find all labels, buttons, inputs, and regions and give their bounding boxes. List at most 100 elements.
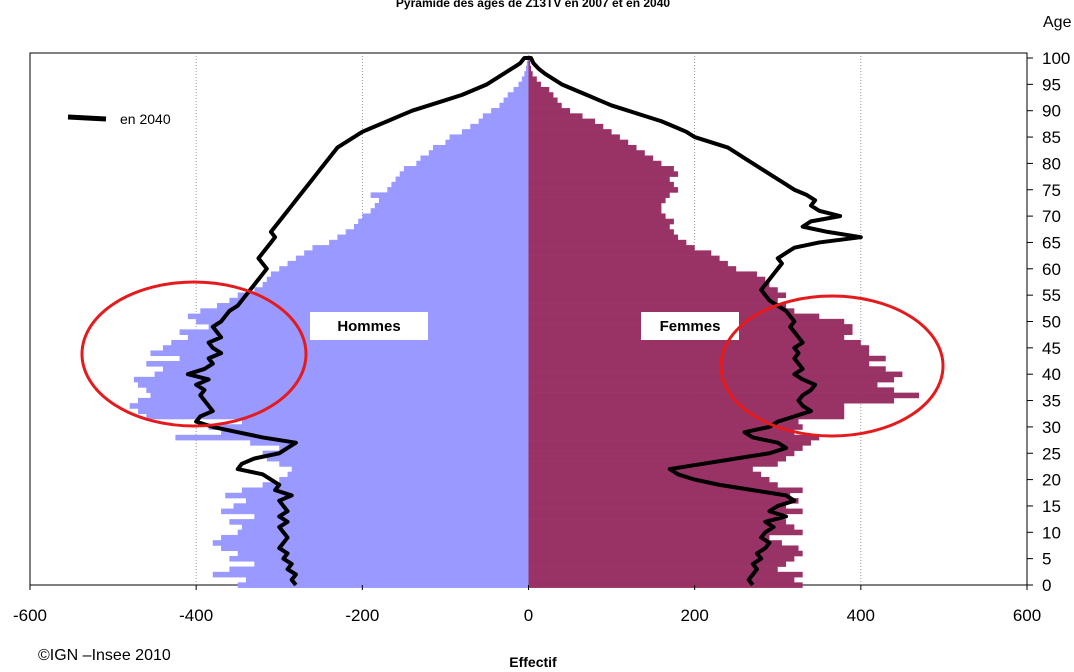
bar-women-35 <box>528 397 895 404</box>
bar-men-27 <box>250 440 529 446</box>
y-tick-label: 15 <box>1042 497 1061 516</box>
bar-men-86 <box>462 129 529 135</box>
bar-women-62 <box>528 255 720 262</box>
bar-men-31 <box>241 418 529 425</box>
bar-men-81 <box>420 155 529 162</box>
bar-men-83 <box>432 144 529 151</box>
bar-men-93 <box>507 92 529 98</box>
bar-women-23 <box>528 461 778 467</box>
bar-men-78 <box>399 171 529 177</box>
bar-men-96 <box>521 76 529 83</box>
bar-men-76 <box>391 181 529 188</box>
bar-men-16 <box>246 498 529 504</box>
bar-women-3 <box>528 566 778 573</box>
bar-men-2 <box>212 571 529 578</box>
bar-men-77 <box>395 176 529 183</box>
bar-women-85 <box>528 134 620 140</box>
bar-men-45 <box>162 345 529 351</box>
bar-women-45 <box>528 345 870 351</box>
effectif-axis-label: Effectif <box>509 654 557 670</box>
y-tick-label: 0 <box>1042 576 1051 595</box>
bar-men-34 <box>129 403 529 409</box>
bar-women-71 <box>528 208 662 214</box>
bar-men-52 <box>200 308 529 314</box>
bar-women-25 <box>528 450 795 457</box>
bar-women-16 <box>528 498 799 504</box>
bar-women-75 <box>528 187 679 193</box>
bar-women-36 <box>528 392 919 399</box>
bar-men-80 <box>416 160 529 167</box>
y-tick-label: 75 <box>1042 181 1061 200</box>
line-2040 <box>185 56 863 587</box>
bar-men-10 <box>237 529 529 536</box>
bar-women-77 <box>528 176 670 183</box>
chart-title: Pyramide des âges de Z13TV en 2007 et en… <box>396 0 670 10</box>
y-tick-label: 60 <box>1042 260 1061 279</box>
bar-men-88 <box>478 118 529 125</box>
bar-men-0 <box>237 582 529 588</box>
bar-women-57 <box>528 281 770 288</box>
bar-women-20 <box>528 476 770 483</box>
bar-women-24 <box>528 455 787 462</box>
credit-text: ©IGN –Insee 2010 <box>38 647 171 664</box>
bar-men-23 <box>279 461 529 467</box>
bar-men-56 <box>254 287 529 293</box>
bar-men-5 <box>229 556 529 562</box>
bar-women-99 <box>528 60 531 67</box>
bar-men-11 <box>241 524 529 530</box>
legend: en 2040 <box>67 111 171 127</box>
bar-men-26 <box>279 445 529 451</box>
bar-women-27 <box>528 440 811 446</box>
bar-men-8 <box>212 540 529 546</box>
bar-men-66 <box>337 234 529 241</box>
bar-men-53 <box>216 303 529 309</box>
age-axis-label: Age <box>1043 14 1072 31</box>
bar-women-5 <box>528 556 795 562</box>
bar-women-46 <box>528 339 861 346</box>
bar-men-42 <box>146 361 529 367</box>
bar-women-10 <box>528 529 803 536</box>
bar-men-58 <box>266 276 529 283</box>
bar-women-52 <box>528 308 795 314</box>
femmes-label-box: Femmes <box>641 312 739 340</box>
bar-men-63 <box>304 250 529 256</box>
bar-women-65 <box>528 239 687 246</box>
bar-women-29 <box>528 429 795 436</box>
bar-men-82 <box>428 150 529 156</box>
x-tick-label: 600 <box>1013 606 1041 625</box>
y-axis-ticks: 0 5 10 15 20 25 30 35 40 45 50 55 60 65 70 75 80 85 90 95 10… <box>1027 49 1070 595</box>
y-tick-label: 30 <box>1042 418 1061 437</box>
hommes-label-box: Hommes <box>310 312 428 340</box>
y-tick-label: 65 <box>1042 233 1061 252</box>
bar-women-95 <box>528 81 541 88</box>
y-tick-label: 10 <box>1042 523 1061 542</box>
bar-women-33 <box>528 408 845 415</box>
x-tick-label: 0 <box>524 606 533 625</box>
bar-men-4 <box>254 561 529 567</box>
x-tick-label: 200 <box>680 606 708 625</box>
bar-men-94 <box>513 86 529 93</box>
bar-men-30 <box>208 424 529 430</box>
y-tick-label: 80 <box>1042 154 1061 173</box>
bar-men-57 <box>262 281 529 288</box>
bar-women-78 <box>528 171 679 177</box>
bar-women-83 <box>528 144 637 151</box>
bar-women-6 <box>528 550 803 557</box>
bar-women-73 <box>528 197 666 204</box>
bar-men-74 <box>370 192 529 198</box>
bar-men-54 <box>229 297 529 304</box>
bar-women-17 <box>528 492 791 499</box>
bar-men-1 <box>246 577 529 583</box>
legend-label-2040: en 2040 <box>120 111 171 127</box>
bar-women-43 <box>528 355 886 362</box>
bar-men-3 <box>229 566 529 573</box>
bar-men-38 <box>138 382 529 388</box>
bar-men-28 <box>175 434 529 441</box>
bar-men-68 <box>354 224 529 230</box>
bar-women-61 <box>528 260 728 267</box>
bar-women-21 <box>528 471 762 478</box>
bar-men-14 <box>221 508 529 515</box>
bar-men-29 <box>221 429 529 436</box>
bar-women-60 <box>528 266 737 272</box>
